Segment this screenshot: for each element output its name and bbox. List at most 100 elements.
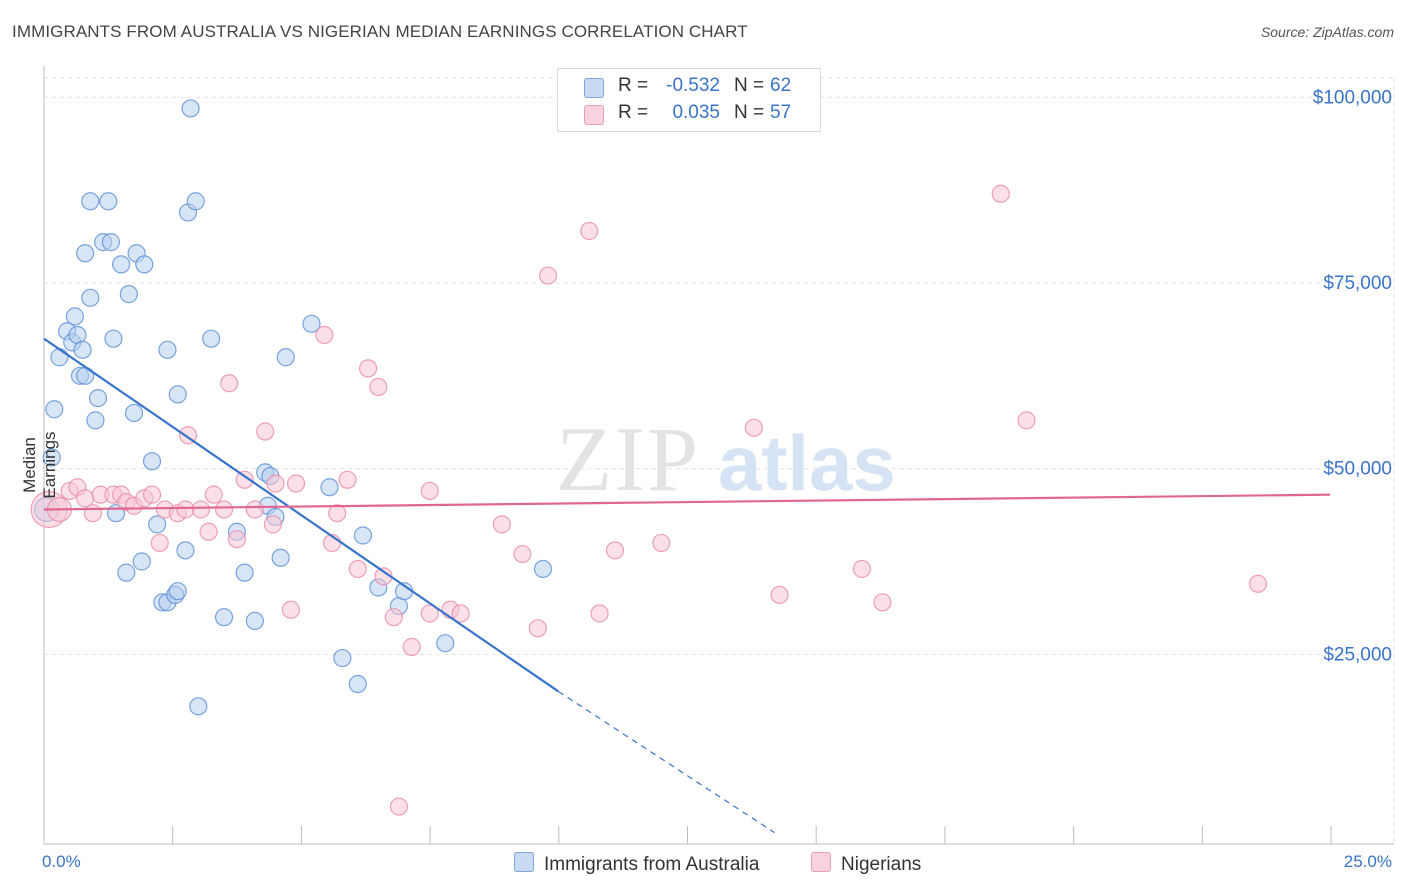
point-nigerians [191, 500, 210, 519]
point-nigerians [142, 485, 162, 504]
point-nigerians [420, 481, 439, 501]
point-nigerians [266, 474, 285, 493]
point-australia [117, 563, 136, 582]
point-australia [50, 348, 69, 367]
point-australia [104, 329, 123, 348]
n-label: N = [734, 102, 765, 123]
series-australia-points [33, 99, 553, 716]
point-nigerians [1248, 574, 1268, 593]
point-australia [302, 314, 321, 333]
axes [43, 66, 1394, 845]
point-australia [353, 526, 373, 545]
point-australia [533, 559, 553, 579]
point-australia [142, 452, 162, 471]
point-australia [81, 288, 100, 307]
stats-legend: R = -0.532 N = 62 R = 0.035 N = 57 [557, 68, 821, 132]
point-nigerians [402, 637, 421, 656]
series-legend: Immigrants from Australia Nigerians [0, 852, 1406, 878]
r-label: R = [618, 102, 649, 123]
n-label: N = [734, 75, 765, 96]
point-nigerians [873, 593, 892, 612]
legend-swatch-nigerians [811, 852, 831, 872]
n-value: 62 [770, 75, 792, 96]
y-tick-label: $75,000 [1323, 273, 1392, 294]
point-nigerians [492, 515, 511, 534]
y-tick-labels: $25,000 $50,000 $75,000 $100,000 [1313, 87, 1392, 665]
source-credit: Source: ZipAtlas.com [1260, 24, 1394, 40]
y-tick-label: $50,000 [1323, 459, 1392, 480]
point-nigerians [256, 422, 275, 441]
point-nigerians [451, 604, 470, 623]
legend-swatch-australia [514, 852, 534, 872]
point-australia [86, 411, 105, 430]
point-australia [132, 552, 151, 571]
point-nigerians [991, 184, 1010, 203]
point-nigerians [245, 500, 265, 519]
point-nigerians [744, 418, 763, 437]
legend-label-australia: Immigrants from Australia [544, 854, 760, 875]
point-nigerians [286, 474, 306, 493]
point-nigerians [590, 604, 609, 623]
point-australia [276, 348, 295, 367]
point-australia [186, 192, 205, 211]
point-australia [73, 340, 92, 359]
watermark: ZIP atlas [556, 408, 896, 510]
trend-line-nigerians [43, 493, 1331, 511]
legend-item-nigerians: Nigerians [811, 852, 921, 876]
trend-line-australia-extension [558, 690, 775, 834]
point-australia [45, 400, 64, 419]
point-nigerians [358, 359, 378, 378]
point-nigerians [220, 374, 239, 393]
point-australia [81, 192, 100, 211]
point-nigerians [528, 619, 547, 638]
point-nigerians [384, 608, 403, 627]
legend-swatch-australia [584, 78, 604, 98]
legend-label-nigerians: Nigerians [841, 854, 922, 875]
point-nigerians [227, 530, 246, 549]
point-nigerians [389, 797, 409, 816]
point-australia [214, 608, 234, 627]
watermark-zip: ZIP [556, 408, 700, 510]
point-australia [101, 233, 120, 252]
point-australia [135, 255, 154, 274]
point-nigerians [770, 585, 789, 605]
point-nigerians [328, 504, 347, 523]
y-tick-label: $25,000 [1323, 644, 1392, 665]
point-nigerians [1017, 411, 1036, 430]
point-australia [235, 563, 254, 582]
point-australia [119, 285, 138, 304]
point-nigerians [348, 559, 367, 579]
point-nigerians [605, 541, 625, 560]
point-australia [245, 611, 265, 631]
watermark-atlas: atlas [718, 419, 896, 507]
point-nigerians [176, 500, 195, 519]
r-value: -0.532 [666, 75, 720, 96]
point-nigerians [83, 504, 102, 523]
point-australia [176, 541, 195, 560]
point-australia [65, 307, 84, 326]
trend-line-australia [43, 337, 560, 693]
n-value: 57 [770, 102, 792, 123]
point-australia [189, 697, 208, 716]
point-australia [124, 403, 144, 423]
y-tick-label: $100,000 [1313, 87, 1392, 108]
x-tick-label-min: 0.0% [42, 852, 81, 871]
point-nigerians [315, 325, 334, 345]
r-value: 0.035 [672, 102, 720, 123]
point-nigerians [852, 559, 871, 579]
point-australia [158, 340, 177, 359]
point-australia [181, 99, 200, 118]
point-nigerians [513, 544, 532, 564]
point-australia [99, 192, 118, 211]
point-nigerians [338, 470, 357, 489]
point-australia [76, 244, 95, 263]
point-nigerians [199, 522, 218, 541]
point-nigerians [235, 470, 254, 489]
point-australia [202, 329, 221, 348]
chart-title: IMMIGRANTS FROM AUSTRALIA VS NIGERIAN ME… [12, 22, 748, 41]
point-nigerians [214, 500, 234, 519]
point-australia [333, 648, 352, 668]
point-australia [168, 385, 187, 404]
trend-lines [43, 337, 1331, 834]
